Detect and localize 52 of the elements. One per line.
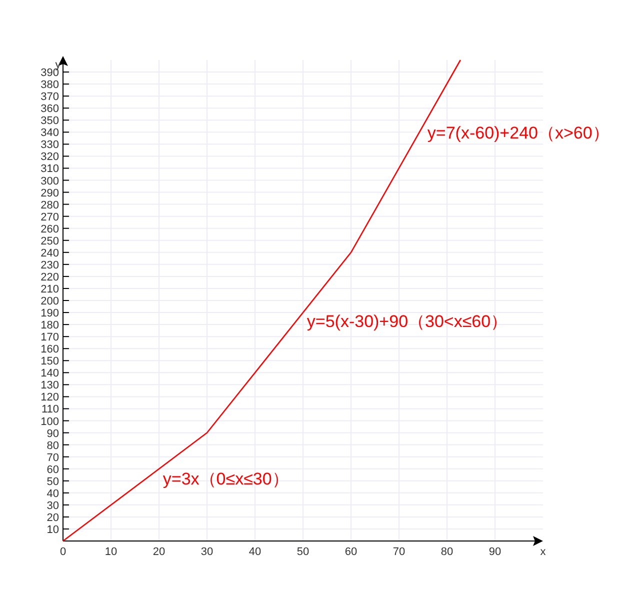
y-tick-label: 320 [40, 151, 59, 164]
y-tick-label: 380 [40, 79, 59, 92]
x-tick-label: 50 [296, 546, 310, 558]
y-tick-label: 310 [40, 163, 59, 176]
y-tick-label: 60 [46, 464, 59, 476]
x-tick-label: 40 [248, 546, 262, 558]
x-tick-label: 80 [440, 546, 454, 558]
y-tick-label: 360 [40, 103, 59, 116]
annotation: y=3x（0≤x≤30） [162, 469, 289, 488]
x-tick-label: 70 [392, 546, 406, 558]
y-tick-label: 200 [40, 296, 59, 308]
x-tick-label: 10 [104, 546, 118, 558]
y-tick-label: 80 [46, 440, 59, 452]
y-tick-label: 230 [40, 259, 59, 272]
y-tick-label: 340 [40, 127, 59, 140]
y-tick-label: 40 [46, 488, 59, 500]
x-tick-label: 0 [60, 546, 66, 558]
y-tick-label: 280 [40, 199, 59, 212]
y-tick-label: 30 [46, 500, 59, 512]
y-tick-label: 330 [40, 139, 59, 152]
y-tick-label: 110 [41, 404, 59, 416]
y-tick-label: 150 [40, 356, 59, 368]
y-tick-label: 260 [40, 223, 59, 236]
y-tick-label: 130 [40, 380, 59, 392]
y-tick-label: 220 [40, 271, 59, 284]
y-tick-label: 70 [46, 452, 59, 464]
y-tick-label: 290 [40, 187, 59, 200]
y-tick-label: 10 [46, 524, 59, 536]
y-tick-label: 210 [40, 283, 59, 296]
x-tick-label: 30 [200, 546, 214, 558]
y-tick-label: 300 [40, 175, 59, 188]
y-tick-label: 370 [40, 91, 59, 104]
y-tick-label: 50 [46, 476, 59, 488]
y-tick-label: 250 [40, 235, 59, 248]
y-tick-label: 270 [40, 211, 59, 224]
x-tick-label: 90 [488, 546, 502, 558]
x-tick-label: 60 [344, 546, 358, 558]
y-tick-label: 120 [40, 392, 59, 404]
y-tick-label: 350 [40, 115, 59, 128]
y-tick-label: 240 [40, 247, 59, 260]
y-tick-label: 190 [40, 308, 59, 320]
y-tick-label: 170 [40, 332, 59, 344]
y-tick-label: 100 [40, 416, 59, 428]
y-tick-label: 160 [40, 344, 59, 356]
annotation: y=7(x-60)+240（x>60） [427, 124, 610, 143]
y-tick-label: 180 [40, 320, 59, 332]
x-tick-label: 20 [152, 546, 166, 558]
y-tick-label: 90 [46, 428, 59, 440]
y-tick-label: 20 [46, 512, 59, 524]
y-tick-label: 140 [40, 368, 59, 380]
annotation: y=5(x-30)+90（30<x≤60） [306, 312, 508, 332]
x-axis-title: x [540, 546, 546, 558]
